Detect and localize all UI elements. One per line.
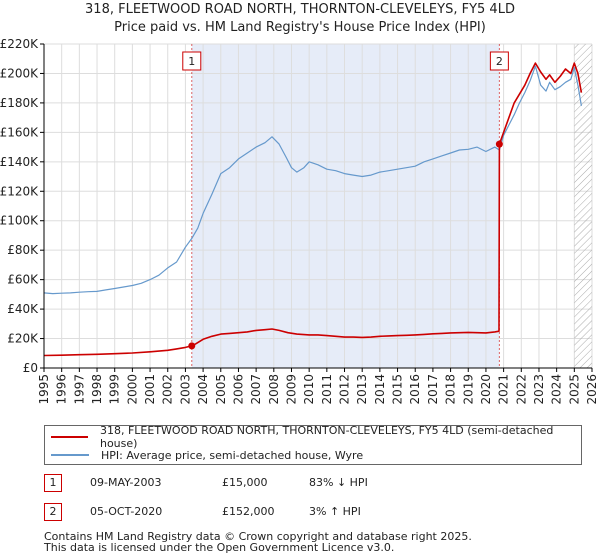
sale-point — [495, 140, 503, 148]
sale-hpi-change: 3% ↑ HPI — [309, 505, 361, 518]
sale-hpi-change: 83% ↓ HPI — [309, 476, 368, 489]
hpi-line — [43, 65, 582, 295]
x-tick-label: 2010 — [302, 374, 316, 405]
sale-date: 09-MAY-2003 — [90, 476, 162, 489]
legend-swatch-price-paid — [51, 436, 88, 438]
legend-swatch-hpi — [51, 454, 89, 456]
x-tick-label: 2026 — [585, 374, 599, 405]
x-tick-label: 2001 — [143, 374, 157, 405]
x-tick-label: 2018 — [444, 374, 458, 405]
legend-item-price-paid: 318, FLEETWOOD ROAD NORTH, THORNTON-CLEV… — [51, 424, 581, 450]
x-tick-label: 2015 — [391, 374, 405, 405]
x-tick-label: 2011 — [320, 374, 334, 405]
sale-price: £15,000 — [222, 476, 268, 489]
sale-number-badge: 1 — [44, 474, 62, 492]
x-tick-label: 1998 — [90, 374, 104, 405]
sale-marker-box — [489, 51, 509, 71]
sale-row: 2 05-OCT-2020 £152,000 3% ↑ HPI — [44, 503, 584, 521]
x-tick-label: 2009 — [284, 374, 298, 405]
sale-price: £152,000 — [222, 505, 275, 518]
x-tick-label: 1999 — [108, 374, 122, 405]
x-tick-label: 2003 — [178, 374, 192, 405]
legend-label-hpi: HPI: Average price, semi-detached house,… — [101, 448, 364, 462]
y-tick-label: £80K — [7, 243, 39, 257]
x-tick-label: 2014 — [373, 374, 387, 405]
y-tick-label: £100K — [0, 214, 39, 228]
y-tick-label: £0 — [23, 361, 38, 375]
y-tick-label: £40K — [7, 302, 39, 316]
forecast-hatch-area — [574, 44, 592, 368]
x-tick-label: 2023 — [532, 374, 546, 405]
x-tick-label: 1996 — [55, 374, 69, 405]
sale-date: 05-OCT-2020 — [90, 505, 163, 518]
x-tick-label: 1995 — [37, 374, 51, 405]
footer: Contains HM Land Registry data © Crown c… — [44, 531, 472, 553]
y-tick-label: £140K — [0, 155, 39, 169]
y-tick-label: £60K — [7, 273, 39, 287]
sale-marker-label: 1 — [188, 55, 195, 68]
x-tick-label: 2024 — [550, 374, 564, 405]
x-tick-label: 2000 — [125, 374, 139, 405]
y-tick-label: £160K — [0, 125, 39, 139]
sale-row: 1 09-MAY-2003 £15,000 83% ↓ HPI — [44, 474, 584, 492]
sale-point — [188, 342, 196, 350]
y-tick-label: £120K — [0, 184, 39, 198]
x-tick-label: 2025 — [567, 374, 581, 405]
x-tick-label: 2006 — [231, 374, 245, 405]
y-tick-label: £200K — [0, 66, 39, 80]
x-tick-label: 2021 — [497, 374, 511, 405]
x-tick-label: 2005 — [214, 374, 228, 405]
sale-marker-label: 2 — [496, 55, 503, 68]
chart-legend: 318, FLEETWOOD ROAD NORTH, THORNTON-CLEV… — [44, 424, 582, 465]
x-tick-label: 2022 — [514, 374, 528, 405]
footer-licence: This data is licensed under the Open Gov… — [44, 541, 395, 554]
x-tick-label: 2020 — [479, 374, 493, 405]
x-tick-label: 2012 — [338, 374, 352, 405]
legend-item-hpi: HPI: Average price, semi-detached house,… — [51, 447, 363, 463]
sale-marker-box — [182, 51, 202, 71]
chart-subtitle: Price paid vs. HM Land Registry's House … — [114, 20, 486, 35]
ownership-period-shade — [191, 44, 500, 368]
sale-number-badge: 2 — [44, 503, 62, 521]
legend-label-price-paid: 318, FLEETWOOD ROAD NORTH, THORNTON-CLEV… — [99, 424, 554, 450]
footer-copyright: Contains HM Land Registry data © Crown c… — [44, 530, 472, 543]
x-tick-label: 2002 — [161, 374, 175, 405]
y-tick-label: £20K — [7, 332, 39, 346]
x-tick-label: 2008 — [267, 374, 281, 405]
chart-title: 318, FLEETWOOD ROAD NORTH, THORNTON-CLEV… — [85, 2, 515, 17]
x-tick-label: 2013 — [355, 374, 369, 405]
price-chart: 1 2 £0 £20K £40K £60K £80K £100K £120K £140K £160… — [0, 37, 599, 405]
x-tick-label: 2017 — [426, 374, 440, 405]
x-tick-label: 1997 — [72, 374, 86, 405]
x-tick-label: 2016 — [408, 374, 422, 405]
x-tick-label: 2019 — [461, 374, 475, 405]
x-tick-label: 2004 — [196, 374, 210, 405]
y-tick-label: £180K — [0, 96, 39, 110]
y-tick-label: £220K — [0, 37, 39, 51]
x-tick-label: 2007 — [249, 374, 263, 405]
